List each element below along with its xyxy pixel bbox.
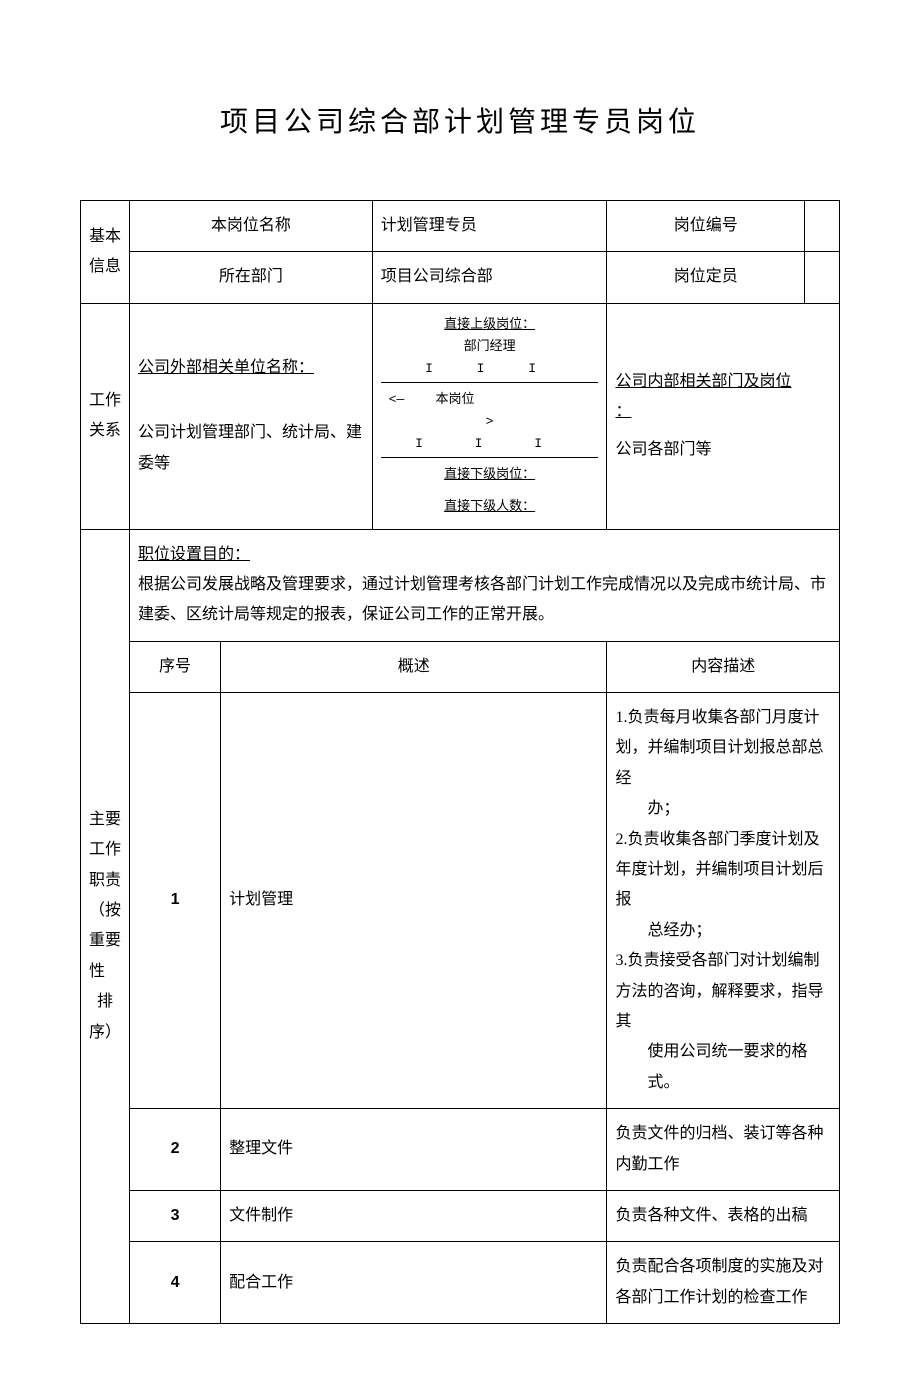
position-code-value (805, 201, 840, 252)
job-description-table: 基本信息 本岗位名称 计划管理专员 岗位编号 所在部门 项目公司综合部 岗位定员… (80, 200, 840, 1324)
purpose-label: 职位设置目的： (138, 546, 250, 563)
document-title: 项目公司综合部计划管理专员岗位 (80, 100, 840, 140)
duty-row-1: 1 计划管理 1.负责每月收集各部门月度计划，并编制项目计划报总部总经 办； 2… (81, 693, 840, 1109)
header-seq: 序号 (130, 641, 221, 692)
header-desc: 内容描述 (607, 641, 840, 692)
subordinate-count-label: 直接下级人数： (444, 499, 535, 514)
internal-content: 公司各部门等 (615, 435, 831, 465)
duty-4-summary: 配合工作 (221, 1242, 607, 1324)
duty-1-summary: 计划管理 (221, 693, 607, 1109)
purpose-text: 根据公司发展战略及管理要求，通过计划管理考核各部门计划工作完成情况以及完成市统计… (138, 576, 826, 623)
relations-section-label: 工作关系 (81, 303, 130, 529)
duty-1-desc: 1.负责每月收集各部门月度计划，并编制项目计划报总部总经 办； 2.负责收集各部… (607, 693, 840, 1109)
internal-relations-cell: 公司内部相关部门及岗位 ： 公司各部门等 (607, 303, 840, 529)
duty-3-num: 3 (130, 1190, 221, 1241)
superior-label: 直接上级岗位： (444, 317, 535, 332)
duty-row-2: 2 整理文件 负责文件的归档、装订等各种内勤工作 (81, 1109, 840, 1191)
self-arrow-down: > (381, 411, 599, 433)
connector-bottom: I I I (381, 433, 599, 455)
self-row: <— 本岗位 (381, 389, 599, 411)
duty-1-num: 1 (130, 693, 221, 1109)
purpose-row: 主要工作 职责 （按重要性 排序） 职位设置目的： 根据公司发展战略及管理要求，… (81, 529, 840, 641)
position-code-label: 岗位编号 (607, 201, 805, 252)
duty-row-3: 3 文件制作 负责各种文件、表格的出稿 (81, 1190, 840, 1241)
duties-section-label: 主要工作 职责 （按重要性 排序） (81, 529, 130, 1324)
connector-top: I I I (381, 358, 599, 380)
duty-2-num: 2 (130, 1109, 221, 1191)
headcount-value (805, 252, 840, 303)
duty-4-num: 4 (130, 1242, 221, 1324)
internal-colon: ： (615, 403, 631, 420)
duty-3-desc: 负责各种文件、表格的出稿 (607, 1190, 840, 1241)
duty-2-summary: 整理文件 (221, 1109, 607, 1191)
duty-row-4: 4 配合工作 负责配合各项制度的实施及对各部门工作计划的检查工作 (81, 1242, 840, 1324)
duty-4-desc: 负责配合各项制度的实施及对各部门工作计划的检查工作 (607, 1242, 840, 1324)
relations-row: 工作关系 公司外部相关单位名称： _ 公司计划管理部门、统计局、建委等 直接上级… (81, 303, 840, 529)
subordinate-label: 直接下级岗位： (444, 467, 535, 482)
basic-section-label: 基本信息 (81, 201, 130, 304)
diagram-line-2 (381, 457, 599, 458)
external-label: 公司外部相关单位名称： (138, 353, 364, 383)
position-name-label: 本岗位名称 (130, 201, 373, 252)
duty-2-desc: 负责文件的归档、装订等各种内勤工作 (607, 1109, 840, 1191)
basic-row-1: 基本信息 本岗位名称 计划管理专员 岗位编号 (81, 201, 840, 252)
basic-row-2: 所在部门 项目公司综合部 岗位定员 (81, 252, 840, 303)
external-content: 公司计划管理部门、统计局、建委等 (138, 418, 364, 479)
position-name-value: 计划管理专员 (372, 201, 607, 252)
external-relations-cell: 公司外部相关单位名称： _ 公司计划管理部门、统计局、建委等 (130, 303, 373, 529)
internal-label: 公司内部相关部门及岗位 (615, 373, 791, 390)
superior-value: 部门经理 (381, 336, 599, 358)
purpose-cell: 职位设置目的： 根据公司发展战略及管理要求，通过计划管理考核各部门计划工作完成情… (130, 529, 840, 641)
department-label: 所在部门 (130, 252, 373, 303)
hierarchy-cell: 直接上级岗位： 部门经理 I I I <— 本岗位 > I I I 直接下级岗位… (372, 303, 607, 529)
department-value: 项目公司综合部 (372, 252, 607, 303)
diagram-line-1 (381, 382, 599, 383)
duties-header-row: 序号 概述 内容描述 (81, 641, 840, 692)
hierarchy-diagram: 直接上级岗位： 部门经理 I I I <— 本岗位 > I I I 直接下级岗位… (381, 314, 599, 519)
duty-3-summary: 文件制作 (221, 1190, 607, 1241)
header-summary: 概述 (221, 641, 607, 692)
headcount-label: 岗位定员 (607, 252, 805, 303)
